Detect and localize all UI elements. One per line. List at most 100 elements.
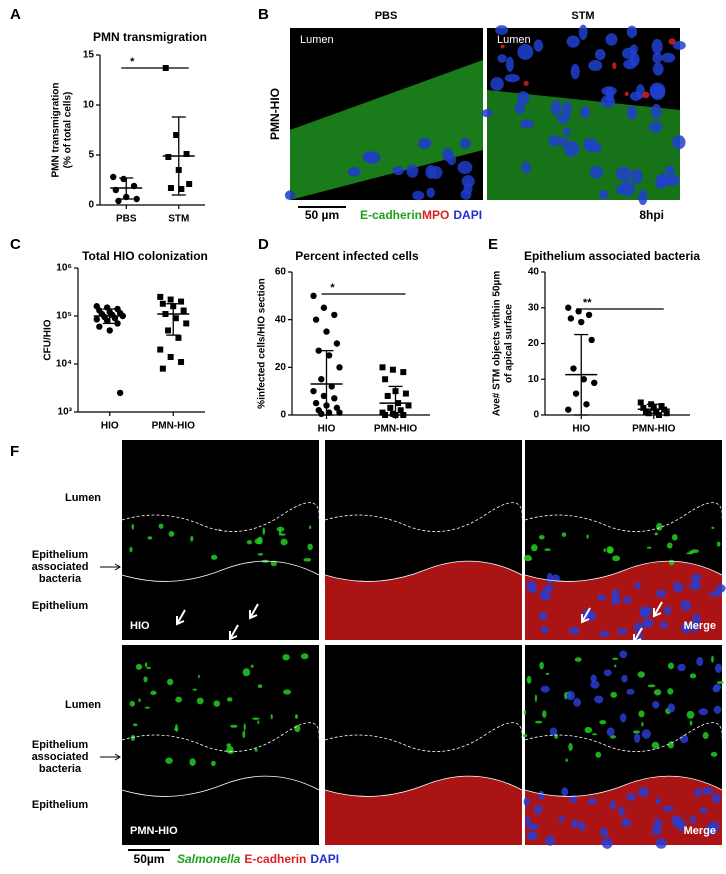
data-point: [178, 359, 185, 366]
y-axis-label: Ave# STM objects within 50µm: [492, 271, 503, 417]
panel-letter: A: [10, 6, 21, 23]
cell-blob: [686, 710, 695, 719]
cell-blob: [538, 611, 548, 621]
row-label: Epithelium: [32, 549, 88, 561]
data-point: [663, 410, 670, 417]
cell-blob: [243, 723, 246, 731]
data-point: [379, 364, 386, 371]
cell-blob: [647, 684, 656, 688]
cell-blob: [714, 663, 723, 673]
data-point: [320, 392, 328, 400]
cell-blob: [709, 590, 722, 598]
data-point: [570, 365, 577, 372]
cell-blob: [568, 626, 580, 635]
cell-blob: [654, 532, 659, 536]
cell-blob: [461, 175, 475, 188]
data-point: [172, 315, 179, 322]
cell-blob: [622, 596, 632, 604]
panel-letter: C: [10, 236, 21, 253]
cell-blob: [226, 743, 232, 747]
cell-blob: [580, 105, 591, 119]
cell-blob: [600, 95, 616, 108]
dashed-boundary: [524, 502, 723, 532]
cell-blob: [242, 668, 251, 677]
cell-blob: [250, 664, 254, 668]
data-point: [310, 387, 317, 395]
data-point: [96, 323, 103, 330]
data-point: [167, 353, 174, 360]
solid-boundary: [524, 560, 723, 582]
row-label: bacteria: [39, 763, 82, 775]
cell-blob: [540, 685, 550, 693]
cell-blob: [150, 690, 157, 696]
cell-blob: [540, 625, 549, 634]
cell-blob: [612, 555, 621, 562]
cell-blob: [626, 25, 638, 38]
cell-blob: [545, 835, 556, 846]
cell-blob: [626, 688, 635, 695]
data-point: [333, 340, 341, 347]
arrow: [653, 601, 663, 618]
cell-blob: [135, 663, 143, 670]
cell-blob: [615, 166, 632, 181]
cell-blob: [523, 797, 530, 807]
data-point: [175, 334, 182, 341]
solid-boundary: [324, 560, 523, 582]
data-point: [580, 376, 588, 383]
cell-blob: [653, 818, 662, 830]
cell-blob: [652, 62, 664, 76]
cell-blob: [538, 534, 545, 540]
cell-blob: [652, 700, 660, 709]
cell-blob: [426, 187, 435, 198]
x-tick-label: HIO: [572, 424, 590, 435]
cell-blob: [672, 40, 686, 50]
cell-blob: [621, 47, 636, 60]
row-label: Epithelium: [32, 600, 88, 612]
data-point: [640, 404, 647, 411]
cell-blob: [638, 710, 645, 718]
y-tick-label: 15: [83, 50, 95, 61]
cell-blob: [584, 726, 593, 734]
chart-title: Percent infected cells: [295, 249, 419, 263]
cell-blob: [566, 690, 576, 701]
cell-blob: [689, 673, 697, 679]
image-header: PBS: [375, 10, 398, 22]
y-tick-label: 10⁵: [56, 311, 72, 322]
solid-boundary: [324, 775, 523, 797]
stain-name: E-cadherin: [244, 852, 306, 866]
cell-blob: [686, 552, 693, 555]
data-point: [106, 327, 113, 334]
cell-blob: [490, 77, 504, 91]
y-tick-label: 10: [528, 374, 540, 385]
cell-blob: [619, 713, 627, 723]
cell-blob: [278, 528, 282, 536]
cell-blob: [175, 696, 182, 703]
image-label: Lumen: [497, 34, 531, 46]
data-point: [133, 195, 140, 203]
cell-blob: [495, 25, 509, 36]
cell-blob: [254, 748, 258, 752]
cell-blob: [571, 819, 580, 829]
y-tick-label: 10³: [58, 407, 73, 418]
cell-blob: [618, 806, 626, 816]
pointer-arrow: [100, 753, 121, 761]
cell-blob: [710, 751, 718, 757]
epithelium: [325, 561, 522, 640]
cell-blob: [550, 100, 562, 116]
row-label: Epithelium: [32, 739, 88, 751]
cell-blob: [524, 554, 532, 562]
data-point: [336, 364, 343, 371]
cell-blob: [295, 714, 298, 719]
cell-blob: [538, 790, 545, 801]
panel-letter: B: [258, 6, 269, 23]
cell-blob: [129, 546, 133, 553]
cell-blob: [144, 706, 150, 709]
cell-blob: [689, 815, 696, 824]
cell-blob: [546, 572, 553, 584]
data-point: [325, 352, 333, 359]
data-point: [382, 412, 389, 418]
cell-blob: [598, 630, 610, 638]
cell-blob: [641, 729, 651, 739]
data-point: [183, 151, 190, 157]
data-point: [565, 304, 572, 311]
